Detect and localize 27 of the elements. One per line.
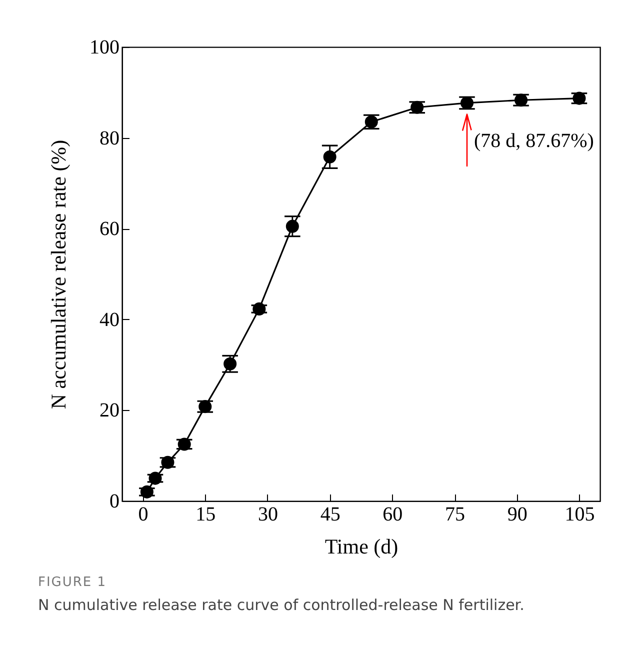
x-axis-title: Time (d) — [324, 534, 398, 558]
point — [178, 438, 191, 451]
y-tick-label: 40 — [100, 308, 120, 331]
x-tick-label: 0 — [138, 504, 148, 526]
x-tick-label: 60 — [382, 504, 403, 526]
y-tick-label: 80 — [100, 127, 120, 150]
caption: FIGURE 1 — [38, 575, 108, 590]
x-tick-label: 105 — [564, 504, 595, 526]
y-tick-label: 60 — [100, 218, 120, 240]
x-tick-label: 75 — [445, 504, 466, 526]
x-tick-label: 45 — [320, 504, 340, 526]
point — [410, 100, 424, 114]
point — [252, 302, 266, 316]
y-tick-label: 100 — [90, 36, 120, 58]
point — [148, 472, 162, 485]
point — [198, 400, 212, 414]
annotation: (78 d, 87.67%) — [474, 130, 594, 152]
text: N cumulative release rate curve of controlled-release N fertilizer. — [38, 596, 526, 614]
point — [323, 150, 336, 164]
y-axis-title: N accumulative release rate (%) — [46, 140, 70, 410]
x-tick-label: 90 — [507, 504, 528, 526]
x-tick-label: 30 — [258, 504, 278, 526]
x-tick-label: 15 — [196, 504, 216, 526]
point — [286, 220, 299, 233]
point — [514, 94, 528, 107]
y-tick-label: 20 — [100, 400, 120, 422]
point — [140, 485, 154, 498]
